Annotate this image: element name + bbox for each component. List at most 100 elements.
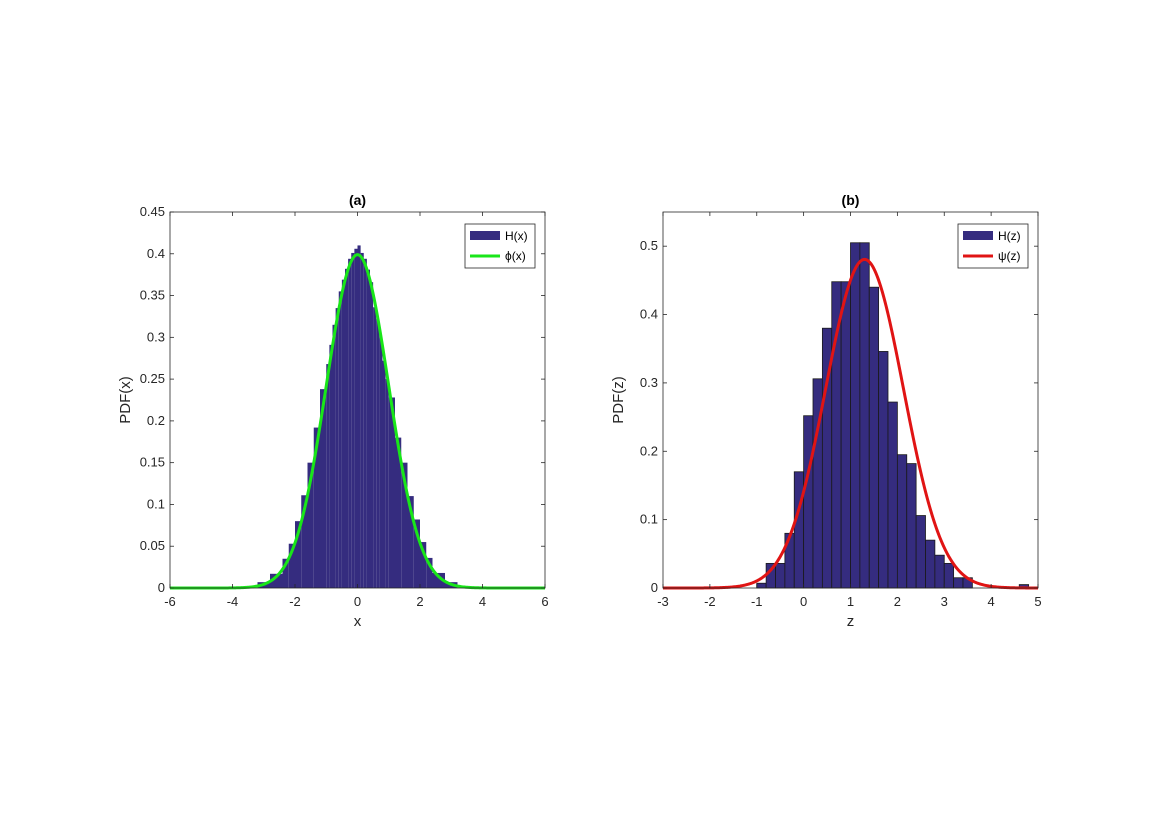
y-tick-label: 0.45	[140, 204, 165, 219]
legend-swatch-histogram	[963, 231, 993, 240]
histogram-bar	[953, 577, 964, 589]
histogram-bar	[432, 572, 445, 588]
histogram-bar	[868, 286, 880, 589]
histogram-bar	[385, 379, 389, 588]
legend-a: H(x) ϕ(x)	[464, 223, 536, 269]
histogram-bar	[915, 515, 926, 589]
histogram-bar	[379, 337, 383, 588]
x-tick-label: 5	[1034, 594, 1041, 609]
x-tick-label: -6	[164, 594, 176, 609]
histogram-bar	[840, 281, 851, 589]
x-tick-label: 4	[988, 594, 995, 609]
y-tick-label: 0.35	[140, 288, 165, 303]
legend-label-line: ϕ(x)	[505, 249, 526, 263]
histogram-bar	[793, 471, 805, 589]
histogram-bar	[943, 562, 955, 589]
histogram-bar	[348, 258, 352, 588]
legend-label-histogram: H(z)	[998, 229, 1021, 243]
histogram-bar	[413, 519, 420, 588]
histogram-bar	[270, 573, 283, 588]
y-tick-label: 0.5	[640, 238, 658, 253]
histogram-bar	[360, 252, 364, 589]
x-tick-label: -2	[289, 594, 301, 609]
y-tick-label: 0.4	[147, 246, 165, 261]
y-tick-label: 0.05	[140, 538, 165, 553]
histogram-bars-a	[257, 245, 458, 589]
histogram-bar	[906, 463, 917, 589]
y-tick-label: 0.25	[140, 371, 165, 386]
y-axis-label-a: PDF(x)	[117, 376, 134, 424]
histogram-bar	[395, 437, 402, 588]
histogram-bar	[896, 454, 908, 589]
x-axis-label-a: x	[354, 613, 362, 630]
histogram-bar	[373, 307, 377, 588]
histogram-bar	[388, 397, 395, 588]
histogram-bar	[295, 521, 302, 588]
histogram-bar	[307, 462, 314, 588]
x-tick-label: 6	[541, 594, 548, 609]
x-tick-label: 4	[479, 594, 486, 609]
x-tick-label: -2	[704, 594, 716, 609]
histogram-bar	[934, 554, 945, 589]
y-tick-label: 0.3	[147, 329, 165, 344]
y-axis-label-b: PDF(z)	[610, 376, 627, 424]
histogram-bar	[301, 495, 308, 588]
y-tick-label: 0	[651, 580, 658, 595]
histogram-bar	[878, 351, 889, 589]
histogram-bar	[335, 308, 339, 588]
y-tick-label: 0.2	[147, 413, 165, 428]
chart-title-a: (a)	[349, 192, 366, 208]
histogram-bar	[363, 258, 367, 588]
histogram-bar	[426, 557, 433, 588]
x-tick-label: -3	[657, 594, 669, 609]
histogram-bar	[366, 269, 370, 588]
panel-b-chart: -3 -2 -1 0 1 2 3 4 5 0 0.1 0.2 0.3 0.4 0.5 z PDF(z) (b) H(…	[610, 192, 1042, 630]
y-tick-label: 0.4	[640, 307, 658, 322]
histogram-bars-b	[756, 242, 1030, 589]
y-tick-label: 0.2	[640, 443, 658, 458]
histogram-bar	[756, 582, 767, 589]
y-tick-label: 0	[158, 580, 165, 595]
legend-label-histogram: H(x)	[505, 229, 528, 243]
fit-curve-b	[663, 257, 1038, 590]
legend-b: H(z) ψ(z)	[957, 223, 1029, 269]
histogram-bar	[859, 242, 870, 589]
x-tick-label: -1	[751, 594, 763, 609]
x-tick-label: 2	[416, 594, 423, 609]
y-tick-label: 0.3	[640, 375, 658, 390]
x-tick-label: 3	[941, 594, 948, 609]
histogram-bar	[282, 558, 289, 588]
histogram-bar	[420, 542, 427, 588]
histogram-bar	[341, 279, 345, 588]
histogram-bar	[370, 282, 374, 588]
y-tick-label: 0.1	[147, 496, 165, 511]
y-tick-label: 0.15	[140, 455, 165, 470]
histogram-bar	[338, 291, 342, 588]
histogram-bar	[407, 496, 414, 588]
histogram-bar	[354, 248, 358, 588]
histogram-bar	[329, 344, 333, 588]
histogram-bar	[351, 252, 355, 589]
histogram-bar	[332, 324, 336, 588]
histogram-bar	[313, 427, 320, 588]
chart-title-b: (b)	[842, 192, 860, 208]
histogram-bar	[887, 401, 898, 589]
histogram-bar	[831, 281, 842, 589]
histogram-bar	[320, 389, 327, 588]
histogram-bar	[357, 245, 361, 588]
x-tick-label: -4	[227, 594, 239, 609]
histogram-bar	[288, 543, 295, 588]
histogram-bar	[326, 364, 330, 588]
histogram-bar	[850, 242, 861, 589]
x-tick-label: 1	[847, 594, 854, 609]
histogram-bar	[401, 462, 408, 588]
x-tick-label: 0	[354, 594, 361, 609]
x-tick-label: 0	[800, 594, 807, 609]
x-tick-label: 2	[894, 594, 901, 609]
histogram-bar	[775, 562, 786, 589]
legend-swatch-histogram	[470, 231, 500, 240]
histogram-bar	[345, 268, 349, 588]
histogram-bar	[925, 539, 936, 589]
y-tick-label: 0.1	[640, 512, 658, 527]
